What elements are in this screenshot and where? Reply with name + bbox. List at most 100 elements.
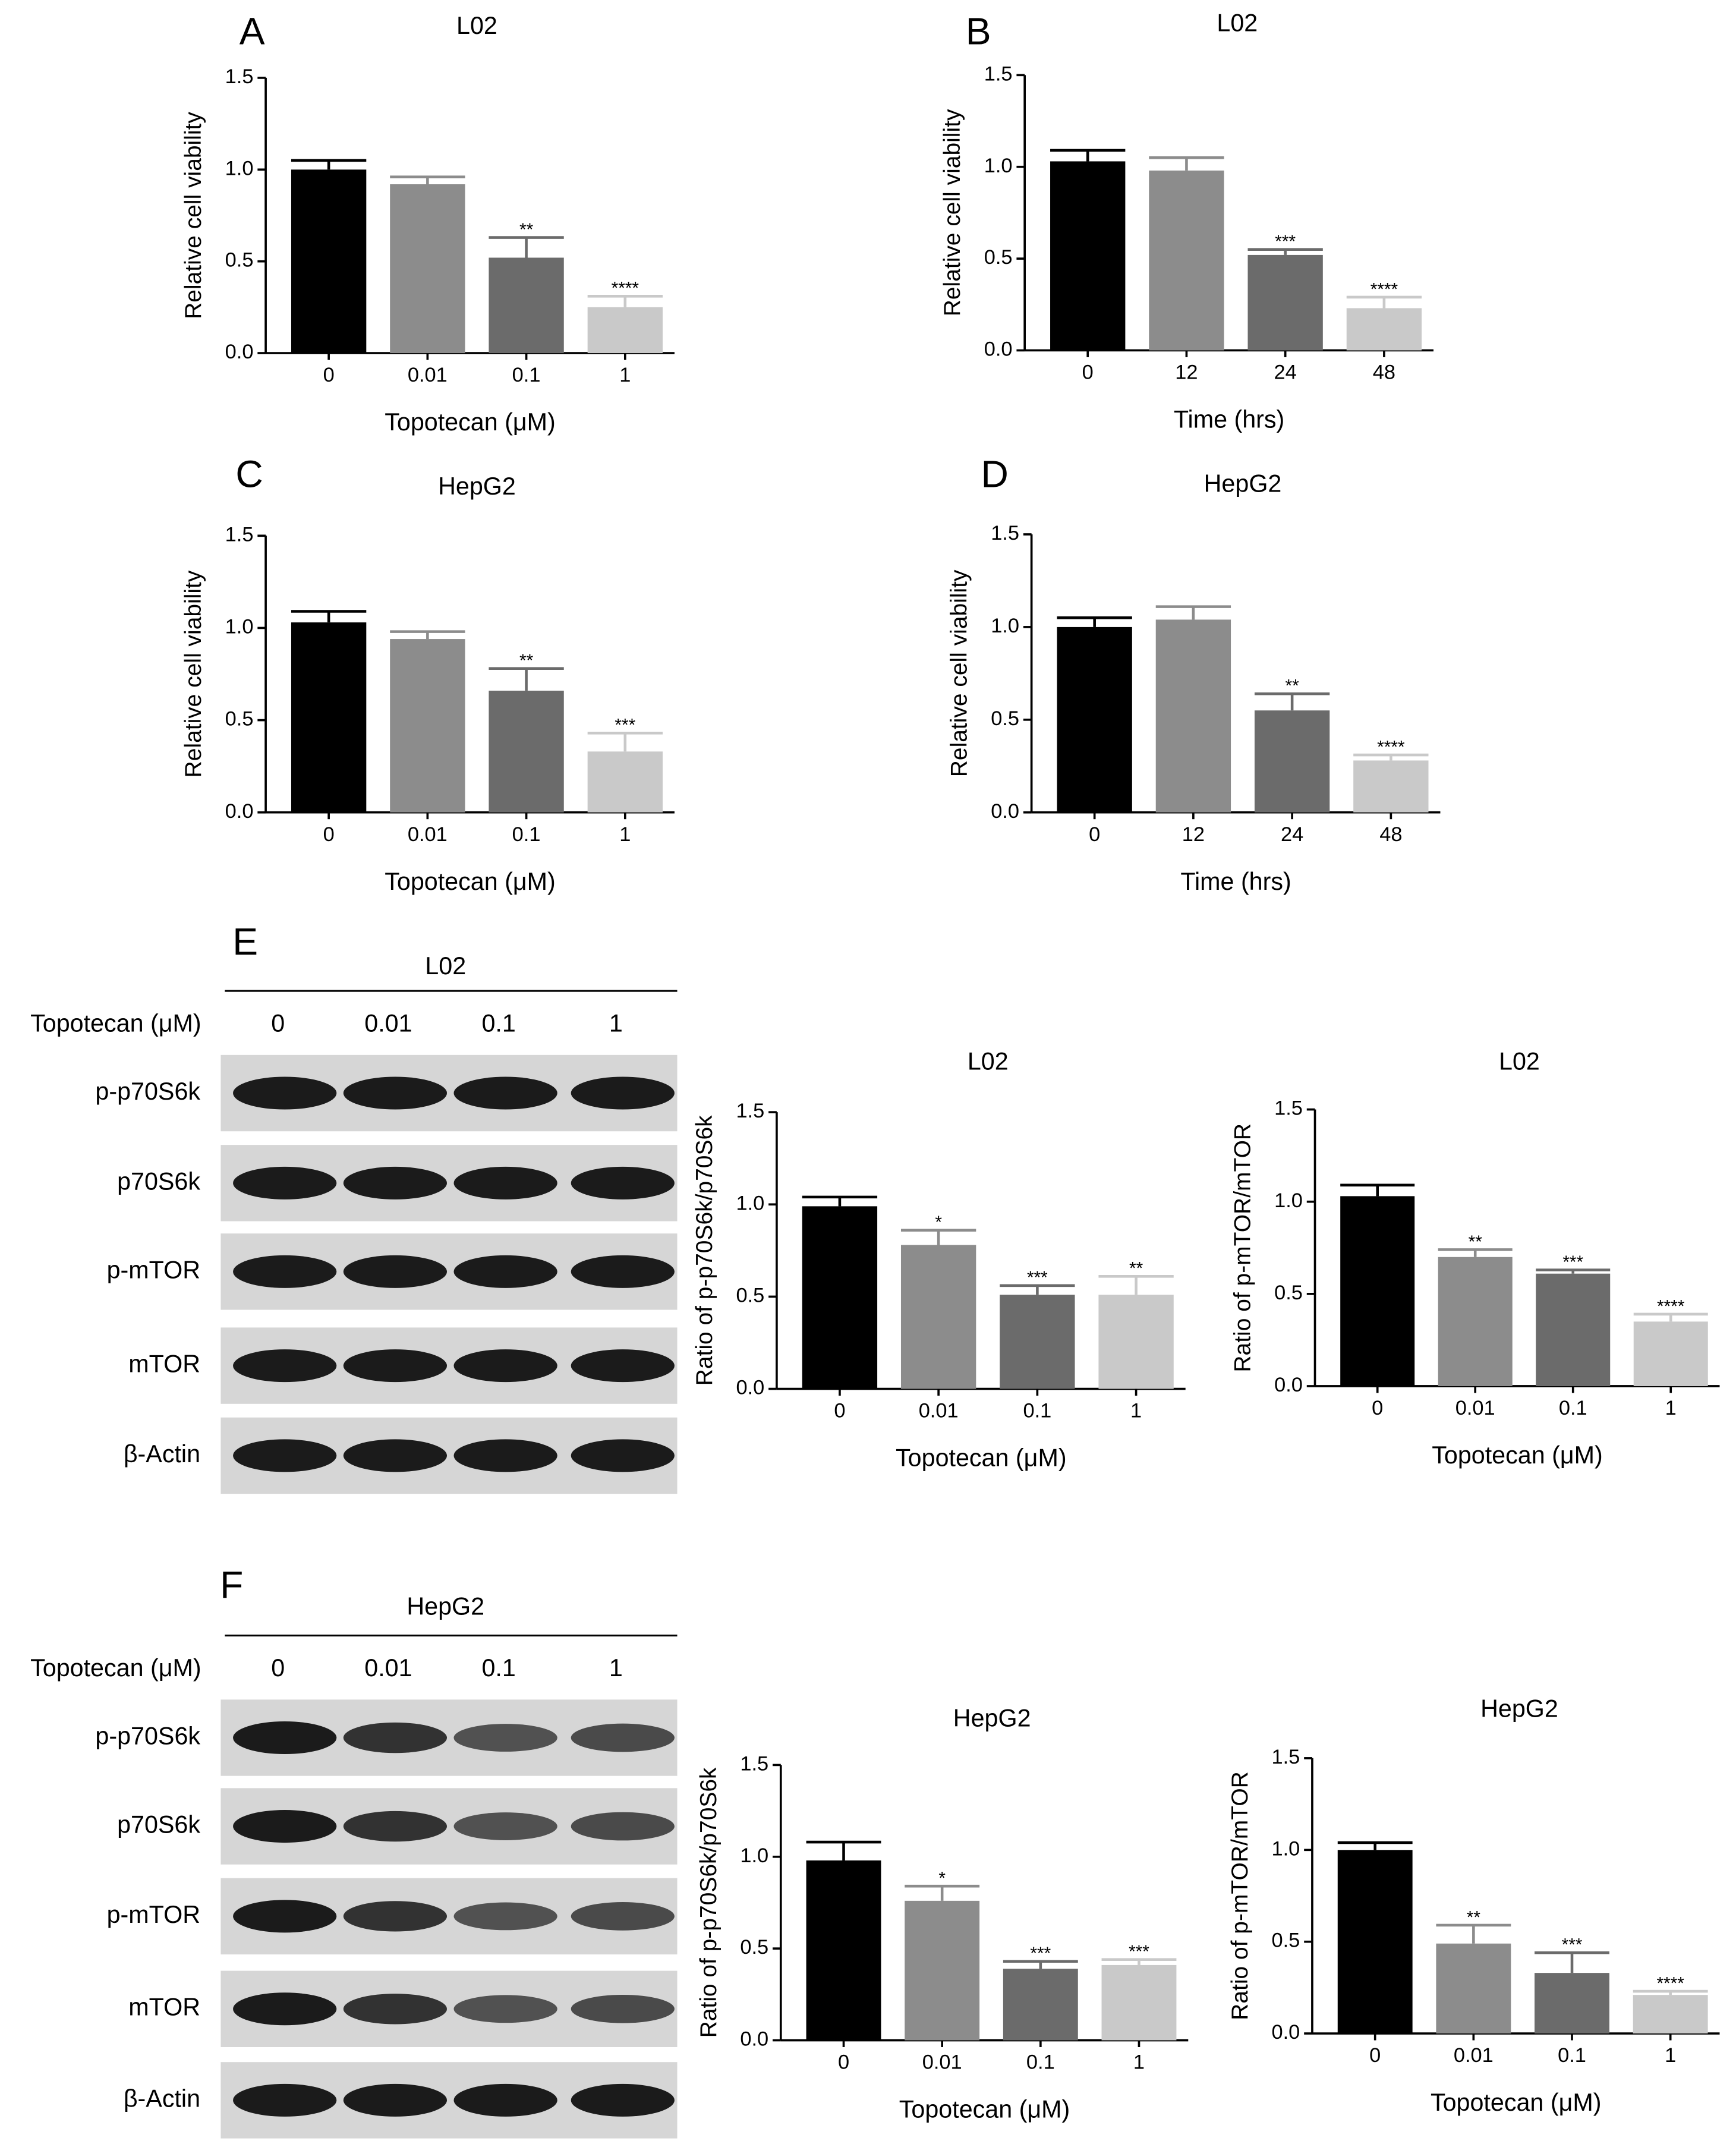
x-tick-label: 0 <box>323 823 335 846</box>
chart-title: L02 <box>968 1048 1009 1075</box>
significance: ** <box>519 651 534 670</box>
lane-label: 1 <box>609 1009 623 1037</box>
y-tick-label: 1.5 <box>991 522 1019 544</box>
x-axis-label: Time (hrs) <box>1174 406 1284 433</box>
x-axis-label: Topotecan (μM) <box>899 2096 1070 2123</box>
y-tick-label: 1.0 <box>225 616 254 638</box>
blot-band <box>453 1166 557 1199</box>
x-axis-label: Time (hrs) <box>1180 868 1291 895</box>
x-axis-label: Topotecan (μM) <box>1432 1441 1603 1469</box>
bar <box>1149 170 1224 351</box>
blot-band <box>571 1076 675 1110</box>
chart-title: HepG2 <box>953 1705 1031 1732</box>
blot-band <box>453 1995 557 2023</box>
y-tick-label: 1.0 <box>991 615 1019 637</box>
bar <box>1535 1973 1609 2034</box>
y-axis-label: Relative cell viability <box>181 570 206 777</box>
chart-title: L02 <box>1217 9 1258 36</box>
y-tick-label: 0.0 <box>991 800 1019 823</box>
y-tick-label: 1.0 <box>225 157 254 180</box>
y-tick-label: 0.5 <box>740 1936 768 1959</box>
y-axis-label: Relative cell viability <box>947 569 972 777</box>
x-tick-label: 0 <box>1372 1397 1383 1419</box>
x-tick-label: 0.01 <box>922 2051 962 2074</box>
x-tick-label: 1 <box>619 823 631 846</box>
x-axis-label: Topotecan (μM) <box>896 1444 1067 1472</box>
significance: *** <box>1562 1252 1583 1272</box>
x-tick-label: 0 <box>1089 823 1100 846</box>
lane-label: 0 <box>271 1654 285 1682</box>
blot-band <box>453 1076 557 1110</box>
panel-letter: D <box>981 453 1009 496</box>
y-tick-label: 0.0 <box>225 341 254 363</box>
blot-band <box>233 1810 337 1843</box>
bar <box>1003 1969 1078 2041</box>
bar <box>291 622 367 813</box>
x-tick-label: 0.01 <box>1454 2044 1494 2067</box>
bar <box>900 1245 976 1389</box>
x-tick-label: 1 <box>1665 2044 1676 2067</box>
bar <box>1337 1850 1413 2034</box>
significance: ** <box>1467 1907 1481 1927</box>
blot-band <box>571 1439 675 1472</box>
x-tick-label: 0.1 <box>1023 1400 1051 1422</box>
bar <box>1633 1321 1708 1386</box>
lane-label: 0.01 <box>364 1009 412 1037</box>
y-tick-label: 0.5 <box>225 708 254 731</box>
significance: * <box>935 1213 942 1232</box>
blot-band <box>343 1439 448 1472</box>
protein-label: mTOR <box>128 1350 200 1378</box>
y-tick-label: 0.0 <box>740 2028 768 2051</box>
blot-band <box>343 1722 448 1753</box>
x-tick-label: 1 <box>619 364 631 386</box>
x-tick-label: 0.1 <box>1026 2051 1055 2074</box>
blot-band <box>233 1900 337 1933</box>
blot-band <box>453 1439 557 1472</box>
chart-title: L02 <box>456 12 497 39</box>
y-tick-label: 0.0 <box>736 1377 764 1399</box>
significance: ** <box>519 220 534 240</box>
x-tick-label: 12 <box>1182 823 1205 846</box>
blot-band <box>571 1994 675 2023</box>
bar <box>1254 710 1330 813</box>
lane-label: 0.1 <box>481 1654 515 1682</box>
bar <box>1247 254 1323 351</box>
x-axis-label: Topotecan (μM) <box>385 868 556 895</box>
x-tick-label: 24 <box>1274 361 1297 384</box>
blot-band <box>233 1166 337 1199</box>
chart-title: HepG2 <box>1204 470 1282 497</box>
bar <box>806 1860 881 2041</box>
y-tick-label: 0.0 <box>1272 2021 1300 2044</box>
x-tick-label: 0.01 <box>1455 1397 1495 1419</box>
blot-band <box>343 1811 448 1842</box>
blot-band <box>343 1994 448 2025</box>
y-axis-label: Ratio of p-mTOR/mTOR <box>1230 1123 1256 1372</box>
blot-band <box>453 1724 557 1752</box>
significance: **** <box>612 279 639 298</box>
blot-band <box>453 1902 557 1931</box>
blot-band <box>343 1349 448 1383</box>
x-tick-label: 0.01 <box>408 364 448 386</box>
x-tick-label: 0.1 <box>512 364 541 386</box>
bar <box>1436 1943 1511 2034</box>
y-tick-label: 1.0 <box>740 1844 768 1867</box>
x-tick-label: 0 <box>834 1400 845 1422</box>
blot-band <box>343 1166 448 1199</box>
significance: ** <box>1129 1259 1143 1279</box>
blot-band <box>453 1255 557 1288</box>
bar <box>1536 1273 1611 1386</box>
blot-band <box>233 1992 337 2026</box>
significance: *** <box>1275 232 1296 251</box>
lane-label: 0 <box>271 1009 285 1037</box>
y-tick-label: 1.5 <box>1272 1746 1300 1768</box>
y-tick-label: 1.0 <box>1272 1837 1300 1860</box>
lane-label: 0.01 <box>364 1654 412 1682</box>
bar <box>587 307 663 354</box>
y-tick-label: 1.0 <box>1274 1189 1303 1212</box>
blot-band <box>453 1812 557 1840</box>
y-axis-label: Ratio of p-p70S6k/p70S6k <box>696 1767 722 2038</box>
significance: *** <box>1027 1268 1048 1287</box>
y-tick-label: 1.5 <box>736 1100 764 1122</box>
y-tick-label: 1.0 <box>736 1192 764 1214</box>
